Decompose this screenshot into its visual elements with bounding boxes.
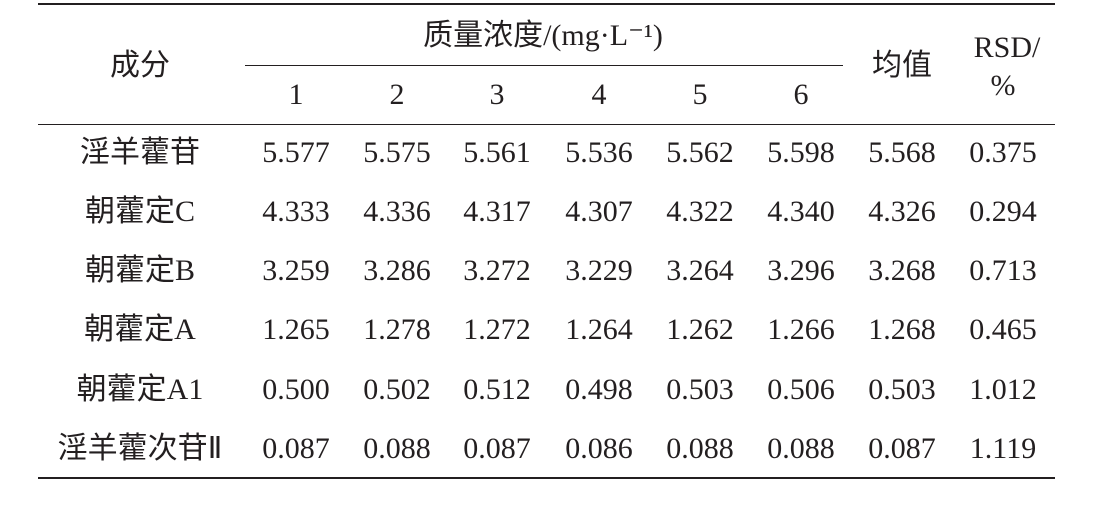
cell: 0.512 [463, 373, 531, 406]
cell: 4.336 [363, 195, 431, 228]
cell: 5.568 [868, 136, 936, 169]
header-cell: 成分 [110, 49, 170, 82]
header-cell: 4 [591, 78, 607, 111]
cell: 0.088 [666, 432, 734, 465]
group-header: 质量浓度/(mg·L⁻¹) [423, 19, 663, 52]
cell: 0.375 [969, 136, 1037, 169]
cell: 0.088 [767, 432, 835, 465]
cell: 3.259 [262, 254, 330, 287]
header-cell: % [990, 69, 1016, 102]
cell: 5.575 [363, 136, 431, 169]
cell: 1.278 [363, 313, 431, 346]
cell: 0.088 [363, 432, 431, 465]
cell: 1.119 [969, 432, 1037, 465]
cell: 4.317 [463, 195, 531, 228]
cell: 0.086 [565, 432, 633, 465]
row-label: 朝藿定B [84, 254, 196, 287]
cell: 4.333 [262, 195, 330, 228]
cell: 0.503 [666, 373, 734, 406]
cell: 4.322 [666, 195, 734, 228]
cell: 1.012 [969, 373, 1037, 406]
cell: 1.272 [463, 313, 531, 346]
cell: 5.561 [463, 136, 531, 169]
row-label: 朝藿定A [84, 313, 196, 346]
cell: 3.286 [363, 254, 431, 287]
row-label: 朝藿定A1 [76, 373, 204, 406]
cell: 1.262 [666, 313, 734, 346]
header-cell: 6 [793, 78, 809, 111]
cell: 4.326 [868, 195, 936, 228]
header-cell: 均值 [872, 49, 932, 82]
header-cell: RSD/ [973, 31, 1041, 64]
header-cell: 5 [692, 78, 708, 111]
cell: 4.340 [767, 195, 835, 228]
header-rule [38, 124, 1055, 125]
cell: 5.562 [666, 136, 734, 169]
cell: 3.229 [565, 254, 633, 287]
cell: 0.500 [262, 373, 330, 406]
cell: 1.265 [262, 313, 330, 346]
group-rule [245, 65, 843, 66]
cell: 0.502 [363, 373, 431, 406]
cell: 0.713 [969, 254, 1037, 287]
cell: 1.266 [767, 313, 835, 346]
bottom-rule [38, 477, 1055, 479]
cell: 0.506 [767, 373, 835, 406]
cell: 4.307 [565, 195, 633, 228]
cell: 0.503 [868, 373, 936, 406]
cell: 0.087 [463, 432, 531, 465]
cell: 0.498 [565, 373, 633, 406]
row-label: 淫羊藿次苷Ⅱ [57, 432, 223, 465]
cell: 3.264 [666, 254, 734, 287]
header-cell: 2 [389, 78, 405, 111]
cell: 0.087 [262, 432, 330, 465]
cell: 1.268 [868, 313, 936, 346]
cell: 5.598 [767, 136, 835, 169]
cell: 0.087 [868, 432, 936, 465]
cell: 5.577 [262, 136, 330, 169]
top-rule [38, 3, 1055, 5]
cell: 0.465 [969, 313, 1037, 346]
header-cell: 3 [489, 78, 505, 111]
cell: 5.536 [565, 136, 633, 169]
header-cell: 1 [288, 78, 304, 111]
cell: 1.264 [565, 313, 633, 346]
cell: 3.272 [463, 254, 531, 287]
cell: 3.268 [868, 254, 936, 287]
row-label: 朝藿定C [84, 195, 196, 228]
cell: 3.296 [767, 254, 835, 287]
row-label: 淫羊藿苷 [80, 136, 200, 169]
cell: 0.294 [969, 195, 1037, 228]
